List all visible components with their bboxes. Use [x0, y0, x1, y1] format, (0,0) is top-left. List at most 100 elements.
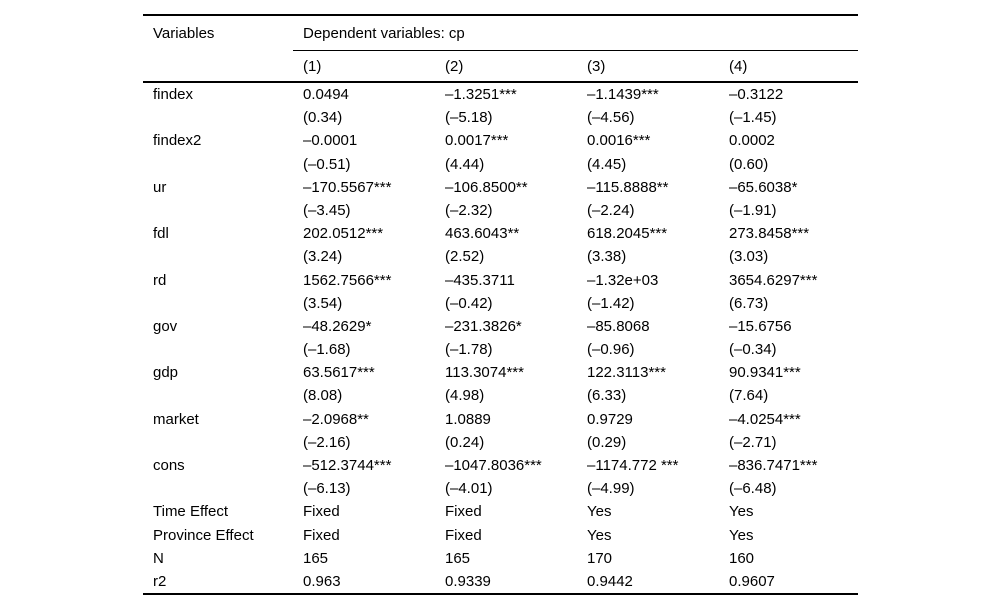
coefficient-value: 113.3074***: [445, 364, 524, 382]
tstat-value: (2.52): [445, 248, 485, 266]
footer-row: N 165 165 170 160: [143, 547, 858, 570]
coefficient-value: –435.3711: [445, 271, 515, 289]
footer-value-cell: Fixed: [445, 526, 482, 544]
coefficient-value: 463.6043**: [445, 225, 520, 243]
coefficient-value: –512.3744***: [303, 457, 392, 474]
estimate-cell: 0.9729 (0.29): [577, 408, 719, 454]
estimate-cell: –1047.8036*** (–4.01): [435, 454, 577, 500]
variable-label-cell: gdp: [143, 361, 293, 407]
coefficient-value: 618.2045***: [587, 225, 668, 243]
variable-label-spacer: [153, 338, 293, 361]
coefficient-value: –85.8068: [587, 317, 650, 335]
estimate-cell: 113.3074*** (4.98): [435, 361, 577, 407]
estimate-cell: 0.0494 (0.34): [293, 82, 435, 129]
variable-label: gdp: [153, 364, 179, 382]
coefficient-value: 0.0494: [303, 86, 349, 103]
estimate-cell: 618.2045*** (3.38): [577, 222, 719, 268]
coefficient-value: –48.2629*: [303, 317, 372, 335]
tstat-value: (–0.42): [445, 294, 493, 312]
coefficient-value: 90.9341***: [729, 364, 801, 382]
tstat-value: (–0.96): [587, 341, 635, 359]
estimate-cell: 1562.7566*** (3.54): [293, 269, 435, 315]
variable-label-cell: gov: [143, 315, 293, 361]
estimate-cell: 1.0889 (0.24): [435, 408, 577, 454]
model-3-header: (3): [577, 50, 719, 83]
coefficient-value: –65.6038*: [729, 178, 798, 196]
coefficient-row: gdp 63.5617*** (8.08) 113.3074*** (4.98) 122…: [143, 361, 858, 407]
coefficient-value: –15.6756: [729, 317, 792, 335]
coefficient-row: ur –170.5567*** (–3.45) –106.8500** (–2.32)…: [143, 176, 858, 222]
estimate-cell: –48.2629* (–1.68): [293, 315, 435, 361]
tstat-value: (–4.99): [587, 480, 635, 498]
variable-label: cons: [153, 457, 185, 474]
coefficient-row: findex2 –0.0001 (–0.51) 0.0017*** (4.44) 0.0…: [143, 129, 858, 175]
footer-value-cell: Yes: [729, 503, 754, 521]
tstat-value: (8.08): [303, 387, 343, 405]
footer-value-cell: Fixed: [445, 503, 482, 521]
footer-value-cell: 170: [587, 549, 613, 567]
footer-value-cell: Yes: [729, 526, 754, 544]
coefficient-row: rd 1562.7566*** (3.54) –435.3711 (–0.42) –1.…: [143, 269, 858, 315]
tstat-value: (0.34): [303, 109, 343, 127]
coefficient-value: –115.8888**: [587, 178, 669, 196]
tstat-value: (0.24): [445, 433, 485, 451]
footer-value-cell: Yes: [587, 526, 612, 544]
coefficient-value: 202.0512***: [303, 225, 384, 243]
group-header-row: Variables Dependent variables: cp: [143, 15, 859, 51]
tstat-value: (–0.51): [303, 155, 351, 173]
coefficient-value: –0.0001: [303, 132, 358, 150]
variable-label-cell: market: [143, 408, 293, 454]
coefficient-row: cons –512.3744*** (–6.13) –1047.8036*** (–4…: [143, 454, 858, 500]
tstat-value: (3.24): [303, 248, 343, 266]
tstat-value: (4.98): [445, 387, 485, 405]
coefficient-value: 3654.6297***: [729, 271, 818, 289]
estimate-cell: 90.9341*** (7.64): [719, 361, 858, 407]
footer-value-cell: 0.9442: [587, 572, 633, 590]
tstat-value: (0.60): [729, 155, 769, 173]
tstat-value: (3.03): [729, 248, 769, 266]
coefficient-value: –170.5567***: [303, 178, 392, 196]
empty-header-cell: [143, 50, 293, 83]
coefficient-value: 1562.7566***: [303, 271, 392, 289]
coefficient-value: –1.1439***: [587, 86, 659, 103]
dependent-variables-group-header: Dependent variables: cp: [293, 15, 859, 51]
estimate-cell: –85.8068 (–0.96): [577, 315, 719, 361]
model-2-header: (2): [435, 50, 577, 83]
variable-label-spacer: [153, 199, 293, 222]
footer-value-cell: 165: [445, 549, 471, 567]
tstat-value: (7.64): [729, 387, 769, 405]
footer-value-cell: 160: [729, 549, 755, 567]
tstat-value: (–6.48): [729, 480, 777, 498]
variable-label: gov: [153, 317, 178, 335]
footer-label-cell: N: [153, 549, 164, 567]
variable-label-cell: findex2: [143, 129, 293, 175]
footer-value-cell: 165: [303, 549, 329, 567]
variable-label-cell: cons: [143, 454, 293, 500]
coefficient-value: –1174.772 ***: [587, 457, 679, 474]
footer-value-cell: Yes: [587, 503, 612, 521]
coefficient-row: gov –48.2629* (–1.68) –231.3826* (–1.78) –85…: [143, 315, 858, 361]
coefficient-row: fdl 202.0512*** (3.24) 463.6043** (2.52) 618…: [143, 222, 858, 268]
coefficient-value: 0.0002: [729, 132, 775, 150]
footer-value-cell: 0.9339: [445, 572, 491, 590]
tstat-value: (–1.68): [303, 341, 351, 359]
coefficient-row: findex 0.0494 (0.34) –1.3251*** (–5.18) –1.1…: [143, 82, 858, 129]
estimate-cell: –0.3122 (–1.45): [719, 82, 858, 129]
footer-value-cell: 0.963: [303, 572, 341, 590]
estimate-cell: –65.6038* (–1.91): [719, 176, 858, 222]
estimate-cell: –1.1439*** (–4.56): [577, 82, 719, 129]
tstat-value: (3.38): [587, 248, 627, 266]
estimate-cell: 273.8458*** (3.03): [719, 222, 858, 268]
model-4-header: (4): [719, 50, 859, 83]
estimate-cell: –1.3251*** (–5.18): [435, 82, 577, 129]
model-1-header: (1): [293, 50, 435, 83]
estimate-cell: 122.3113*** (6.33): [577, 361, 719, 407]
tstat-value: (–1.78): [445, 341, 493, 359]
estimate-cell: –512.3744*** (–6.13): [293, 454, 435, 500]
estimate-cell: 0.0017*** (4.44): [435, 129, 577, 175]
coefficient-row: market –2.0968** (–2.16) 1.0889 (0.24) 0.972…: [143, 408, 858, 454]
coefficient-value: 122.3113***: [587, 364, 666, 382]
regression-table: Variables Dependent variables: cp (1) (2…: [143, 14, 859, 596]
coefficient-value: 0.0017***: [445, 132, 509, 150]
